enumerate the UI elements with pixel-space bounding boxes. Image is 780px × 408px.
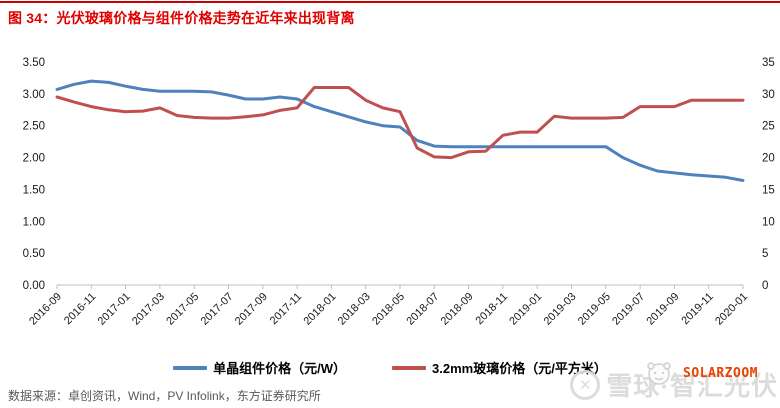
svg-text:1.50: 1.50 [23, 184, 45, 196]
svg-text:3.50: 3.50 [23, 57, 45, 69]
svg-text:0: 0 [762, 280, 768, 292]
svg-text:2016-11: 2016-11 [62, 291, 98, 327]
svg-text:2019-07: 2019-07 [610, 291, 647, 328]
svg-text:1.00: 1.00 [23, 216, 45, 228]
svg-text:2019-09: 2019-09 [644, 291, 681, 328]
xueqiu-watermark: ✕ 雪球·智汇光伏 [570, 366, 778, 403]
top-red-rule [0, 1, 780, 3]
svg-text:2018-11: 2018-11 [474, 291, 510, 327]
svg-text:2019-01: 2019-01 [507, 291, 544, 328]
svg-text:2017-11: 2017-11 [268, 291, 304, 327]
legend-item-module-price: 单晶组件价格（元/W） [173, 358, 346, 377]
svg-text:2017-07: 2017-07 [199, 291, 236, 328]
series-line-module-price [55, 79, 745, 182]
svg-text:2018-01: 2018-01 [301, 291, 338, 328]
svg-text:2018-03: 2018-03 [336, 291, 373, 328]
svg-text:2019-05: 2019-05 [576, 291, 613, 328]
svg-text:2020-01: 2020-01 [713, 291, 750, 328]
svg-text:2017-09: 2017-09 [233, 291, 270, 328]
chart-legend: 单晶组件价格（元/W） 3.2mm玻璃价格（元/平方米） [0, 358, 780, 377]
svg-text:2.50: 2.50 [23, 121, 45, 133]
svg-text:2019-11: 2019-11 [679, 291, 715, 327]
svg-text:30: 30 [762, 89, 775, 101]
svg-text:0.00: 0.00 [23, 280, 45, 292]
svg-text:20: 20 [762, 153, 775, 165]
legend-item-glass-price: 3.2mm玻璃价格（元/平方米） [392, 358, 607, 377]
data-source-text: 数据来源：卓创资讯，Wind，PV Infolink，东方证券研究所 [8, 389, 321, 403]
svg-text:3.00: 3.00 [23, 89, 45, 101]
module-price-line-swatch [173, 365, 208, 370]
x-axis [56, 284, 744, 289]
svg-text:5: 5 [762, 248, 768, 260]
y-axis-right-tick-labels: 0 5 10 15 20 25 30 35 [762, 57, 775, 292]
svg-text:2.00: 2.00 [23, 153, 45, 165]
svg-text:2019-03: 2019-03 [542, 291, 579, 328]
y-axis-left-tick-labels: 0.00 0.50 1.00 1.50 2.00 2.50 3.00 3.50 [23, 57, 45, 292]
dual-axis-line-chart: 0.00 0.50 1.00 1.50 2.00 2.50 3.00 3.50 0 5 10 15 20… [23, 57, 775, 328]
xueqiu-watermark-text: 雪球·智汇光伏 [606, 371, 778, 401]
svg-text:10: 10 [762, 216, 775, 228]
svg-text:2018-07: 2018-07 [404, 291, 441, 328]
svg-text:0.50: 0.50 [23, 248, 45, 260]
svg-text:35: 35 [762, 57, 775, 69]
legend-label-module-price: 单晶组件价格（元/W） [213, 361, 347, 376]
svg-text:2017-01: 2017-01 [96, 291, 133, 328]
figure-title: 图 34：光伏玻璃价格与组件价格走势在近年来出现背离 [8, 10, 355, 26]
series-line-glass-price [55, 86, 745, 160]
svg-text:2017-03: 2017-03 [130, 291, 167, 328]
x-axis-tick-labels: 2016-092016-112017-012017-032017-052017-… [27, 291, 750, 328]
xueqiu-logo-icon: ✕ [570, 369, 601, 400]
mascot-watermark-icon [647, 362, 671, 385]
legend-label-glass-price: 3.2mm玻璃价格（元/平方米） [432, 361, 607, 376]
svg-text:2017-05: 2017-05 [164, 291, 201, 328]
svg-text:2018-05: 2018-05 [370, 291, 407, 328]
svg-text:25: 25 [762, 121, 775, 133]
svg-text:2016-09: 2016-09 [27, 291, 64, 328]
svg-text:2018-09: 2018-09 [439, 291, 476, 328]
svg-text:15: 15 [762, 184, 775, 196]
glass-price-line-swatch [392, 365, 427, 370]
solarzoom-watermark-text: SOLARZOOM [683, 366, 758, 381]
